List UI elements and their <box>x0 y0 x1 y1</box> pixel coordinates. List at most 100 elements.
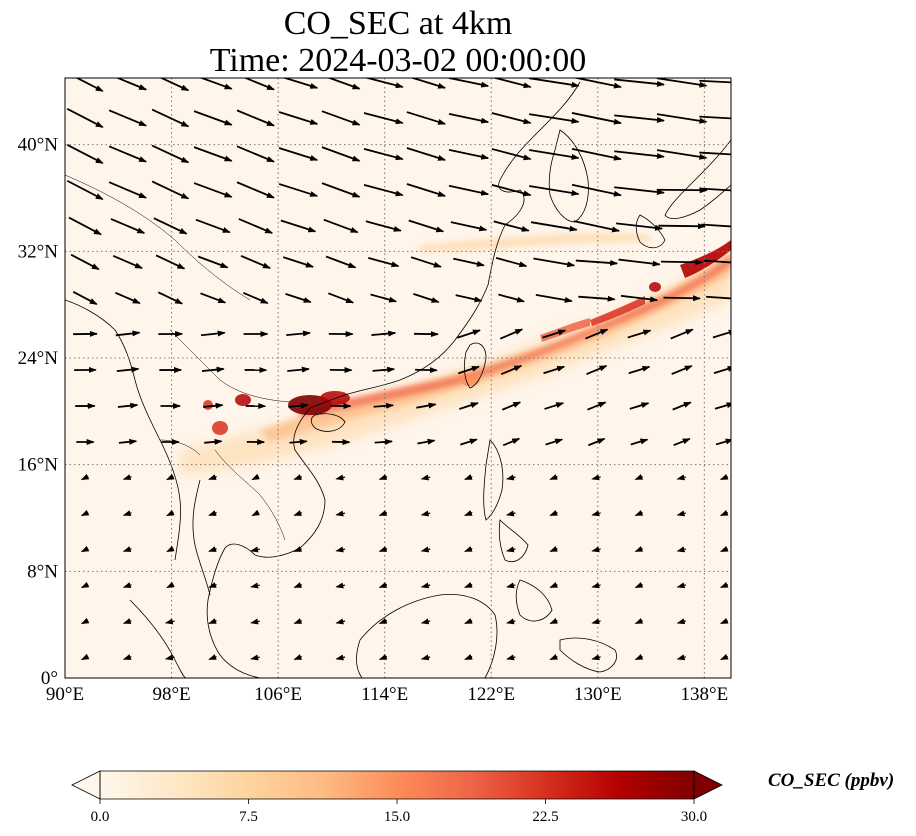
wind-arrow <box>335 474 346 481</box>
wind-arrow <box>242 291 269 305</box>
wind-arrow <box>545 438 564 446</box>
wind-arrow <box>108 181 147 199</box>
colorbar-tick-label: 15.0 <box>384 809 410 825</box>
x-tick-label: 106°E <box>254 684 302 705</box>
wind-arrow <box>80 581 90 589</box>
wind-arrow <box>70 253 100 271</box>
wind-arrow <box>236 181 275 199</box>
wind-arrow <box>370 293 398 303</box>
wind-arrow <box>335 654 346 661</box>
wind-arrow <box>199 78 233 90</box>
wind-arrow <box>420 510 431 517</box>
wind-arrow <box>110 218 146 234</box>
co-plume-field <box>180 232 731 475</box>
wind-arrow <box>289 438 308 445</box>
wind-arrow <box>363 148 404 161</box>
wind-arrow <box>591 618 601 625</box>
wind-arrow <box>670 328 694 340</box>
wind-arrow <box>153 217 188 235</box>
wind-arrow <box>406 183 446 197</box>
wind-arrow <box>591 546 601 553</box>
wind-arrow <box>286 330 311 337</box>
wind-arrow <box>455 294 483 303</box>
map-title: CO_SEC at 4km <box>283 5 513 42</box>
wind-arrow <box>151 180 190 200</box>
wind-arrow <box>719 509 729 517</box>
wind-arrow <box>378 474 388 480</box>
wind-arrow <box>115 291 141 305</box>
colorbar-title: CO_SEC (ppbv) <box>768 770 895 791</box>
wind-arrow <box>549 618 558 624</box>
wind-arrow <box>408 219 445 233</box>
wind-arrow <box>591 582 601 589</box>
wind-arrow <box>587 401 607 411</box>
wind-arrow <box>122 654 132 660</box>
wind-arrow <box>671 365 693 375</box>
wind-arrow <box>166 509 175 517</box>
wind-arrow <box>571 183 622 197</box>
wind-arrow <box>335 546 346 553</box>
wind-arrow <box>293 582 303 588</box>
wind-arrow <box>374 438 394 445</box>
y-tick-label: 0° <box>41 668 58 689</box>
wind-arrow <box>293 510 303 516</box>
map-area <box>65 78 731 678</box>
wind-arrow <box>420 654 431 661</box>
wind-arrow <box>406 147 447 161</box>
wind-arrow <box>208 510 217 516</box>
wind-arrow <box>464 618 473 624</box>
wind-arrow <box>699 79 731 84</box>
wind-arrow <box>278 183 319 197</box>
wind-arrow <box>364 78 404 89</box>
map-gridlines <box>65 78 731 678</box>
wind-arrow <box>117 402 139 409</box>
wind-arrow <box>571 147 622 161</box>
wind-arrow <box>416 402 437 409</box>
wind-arrow <box>549 474 558 480</box>
wind-arrow <box>115 330 141 337</box>
wind-arrow <box>464 654 473 660</box>
wind-arrow <box>108 145 147 163</box>
wind-arrow <box>116 366 140 373</box>
wind-arrow <box>197 255 229 269</box>
y-tick-label: 8°N <box>27 561 58 582</box>
wind-arrow <box>250 546 260 553</box>
wind-arrow <box>529 185 580 196</box>
wind-arrow <box>495 257 528 268</box>
wind-arrow <box>634 581 644 589</box>
wind-arrow <box>410 256 442 268</box>
wind-arrow <box>80 617 90 625</box>
wind-arrow <box>585 328 609 340</box>
colorbar-tick-label: 7.5 <box>239 809 258 825</box>
wind-arrow <box>193 110 233 126</box>
wind-arrow <box>166 545 175 553</box>
wind-arrow <box>326 78 361 90</box>
wind-arrow <box>288 402 309 409</box>
wind-arrow <box>367 257 400 268</box>
wind-arrow <box>122 510 132 516</box>
wind-arrow <box>236 109 275 127</box>
wind-arrow <box>453 257 485 267</box>
wind-arrow <box>658 223 706 230</box>
wind-arrow <box>115 78 148 91</box>
wind-arrow <box>634 653 644 661</box>
wind-arrow <box>243 78 275 91</box>
wind-arrow <box>157 291 184 305</box>
wind-arrow <box>661 259 704 266</box>
wind-arrow <box>573 220 621 233</box>
wind-arrow <box>112 255 143 269</box>
wind-arrow <box>701 223 731 228</box>
wind-arrow <box>614 186 665 195</box>
latitude-tick-labels: 0° 8°N 16°N 24°N 32°N 40°N <box>18 135 59 689</box>
wind-arrow <box>719 581 729 589</box>
wind-arrow <box>72 290 98 306</box>
wind-arrow <box>720 617 729 625</box>
x-tick-label: 130°E <box>574 684 622 705</box>
wind-arrow <box>325 255 357 269</box>
wind-arrow <box>122 546 132 552</box>
wind-arrow <box>676 510 687 517</box>
wind-arrow <box>378 510 388 516</box>
wind-arrow <box>502 437 521 447</box>
wind-arrow <box>676 654 686 661</box>
wind-arrow <box>293 654 303 660</box>
